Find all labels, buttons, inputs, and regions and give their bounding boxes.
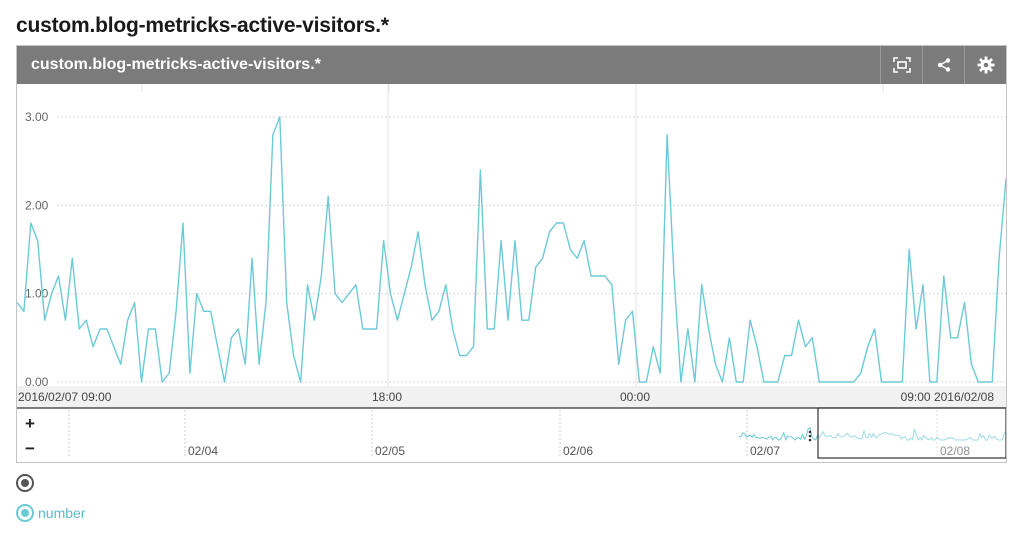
legend-item-number[interactable]: number [16,504,85,522]
navigator-grid [68,410,938,458]
navigator-date-label: 02/07 [750,444,780,458]
expand-icon [892,57,911,73]
navigator-selection-window[interactable] [817,407,1006,459]
zoom-in-button[interactable]: + [25,414,35,433]
zoom-out-button[interactable]: − [25,439,35,458]
chart-panel: custom.blog-metricks-active-visitors.* [16,45,1007,463]
x-tick-label: 2016/02/07 09:00 [18,390,112,404]
navigator-date-labels: 02/04 02/05 02/06 02/07 02/08 [188,444,970,458]
panel-header: custom.blog-metricks-active-visitors.* [17,46,1006,84]
navigator-left-handle[interactable] [808,430,812,442]
navigator-series-line [738,427,1006,442]
navigator-date-label: 02/08 [940,444,970,458]
series-line-number [17,116,1006,383]
legend-swatch [16,504,34,522]
x-axis-band [17,386,1006,408]
navigator-date-label: 02/06 [563,444,593,458]
expand-button[interactable] [880,46,922,84]
x-tick-label: 18:00 [372,390,402,404]
line-chart[interactable]: 0.00 1.00 2.00 3.00 2016/02/07 09:00 18:00 00… [17,84,1006,462]
range-navigator[interactable]: 02/04 02/05 02/06 02/07 02/08 + − [17,407,1006,459]
y-tick-label: 3.00 [25,110,49,124]
legend-label: number [38,505,86,521]
settings-button[interactable] [964,46,1006,84]
x-axis-ticks: 2016/02/07 09:00 18:00 00:00 09:00 2016/02/… [18,390,994,404]
y-tick-label: 0.00 [25,375,49,389]
gear-icon [977,56,994,74]
navigator-date-label: 02/04 [188,444,218,458]
y-axis-ticks: 0.00 1.00 2.00 3.00 [25,110,49,389]
y-tick-label: 1.00 [25,287,49,301]
panel-title: custom.blog-metricks-active-visitors.* [31,56,321,73]
share-icon [937,58,950,72]
x-tick-label: 09:00 2016/02/08 [901,390,995,404]
grid-lines [57,84,1006,386]
series-layer [17,116,1006,383]
share-button[interactable] [922,46,964,84]
navigator-date-label: 02/05 [375,444,405,458]
x-tick-label: 00:00 [620,390,650,404]
y-tick-label: 2.00 [25,198,49,212]
toggle-dot [21,479,29,487]
legend-toggle-all[interactable] [16,474,34,492]
page-title: custom.blog-metricks-active-visitors.* [16,14,389,37]
